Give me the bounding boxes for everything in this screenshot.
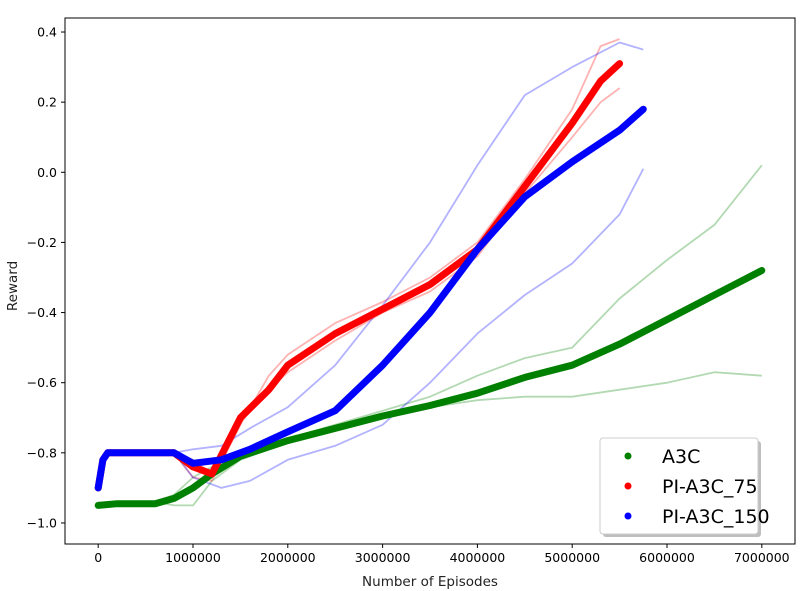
x-tick-label: 4000000 (450, 550, 506, 565)
mean-line-pi-a3c-150 (94, 105, 647, 492)
legend-frame (599, 437, 759, 535)
x-axis: 0 1000000 2000000 3000000 4000000 5000000 6000… (94, 544, 790, 565)
individual-runs-layer (97, 38, 763, 507)
mean-curves-layer (94, 60, 766, 509)
y-tick-label: −0.4 (27, 305, 57, 320)
x-tick-label: 5000000 (544, 550, 600, 565)
y-tick-label: −1.0 (27, 515, 57, 530)
legend-marker-pi-a3c-150 (624, 512, 632, 520)
legend-marker-a3c (624, 452, 632, 460)
x-tick-label: 2000000 (260, 550, 316, 565)
y-tick-label: −0.6 (27, 375, 57, 390)
y-axis: −1.0 −0.8 −0.6 −0.4 −0.2 0.0 0.2 0.4 (27, 25, 65, 530)
x-tick-label: 6000000 (639, 550, 695, 565)
legend-marker-pi-a3c-75 (624, 482, 632, 490)
legend-label-a3c: A3C (662, 446, 700, 468)
mean-line-a3c (94, 267, 766, 509)
x-tick-label: 3000000 (355, 550, 411, 565)
x-tick-label: 0 (94, 550, 102, 565)
x-axis-title: Number of Episodes (362, 574, 498, 590)
legend-label-pi-a3c-150: PI-A3C_150 (662, 506, 770, 528)
legend: A3C PI-A3C_75 PI-A3C_150 (599, 437, 770, 537)
y-axis-title: Reward (5, 261, 21, 311)
x-tick-label: 1000000 (165, 550, 221, 565)
legend-label-pi-a3c-75: PI-A3C_75 (662, 476, 758, 498)
y-tick-label: 0.4 (37, 25, 57, 40)
plot-area-frame (64, 17, 796, 545)
y-tick-label: 0.2 (37, 95, 57, 110)
run-line-pi-a3c-150-2 (97, 168, 645, 489)
y-tick-label: −0.8 (27, 445, 57, 460)
y-tick-label: −0.2 (27, 235, 57, 250)
y-tick-label: 0.0 (37, 165, 57, 180)
run-line-pi-a3c-75-2 (97, 87, 621, 489)
x-tick-label: 7000000 (734, 550, 790, 565)
